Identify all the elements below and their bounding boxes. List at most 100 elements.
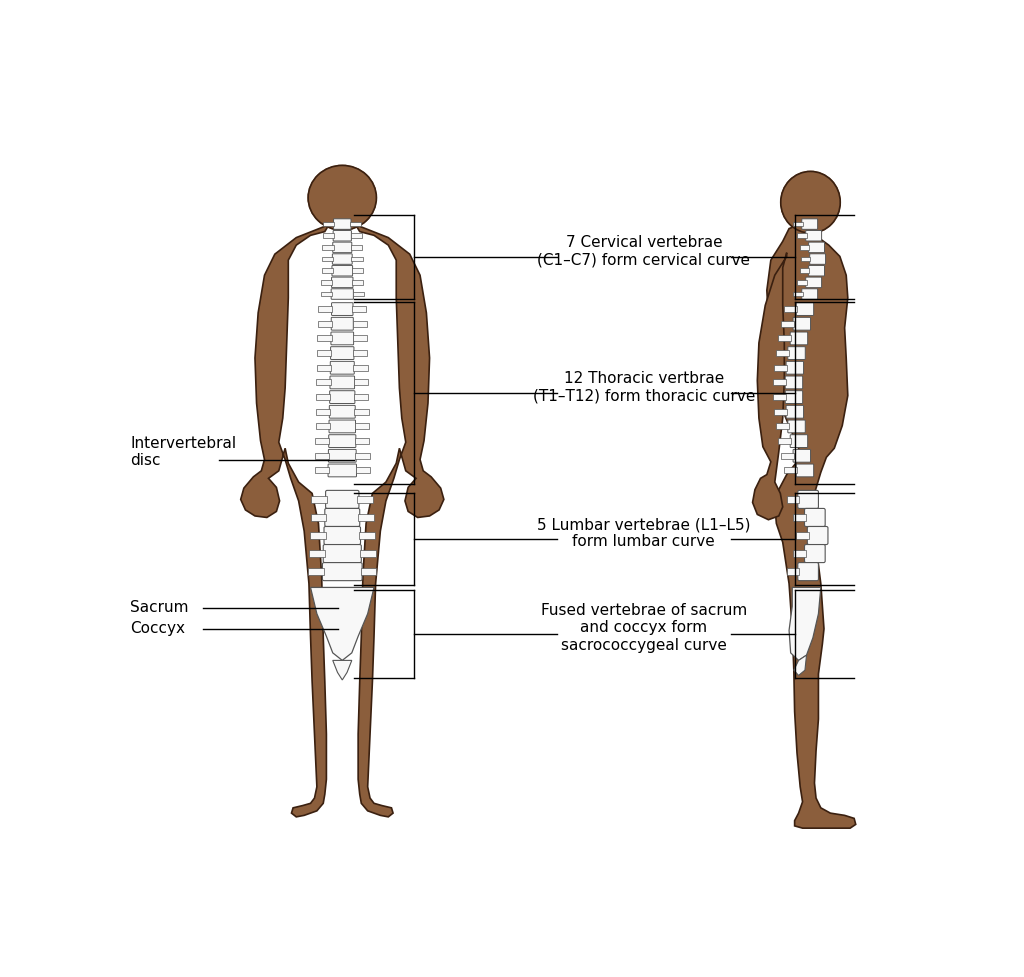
Bar: [324, 222, 334, 227]
FancyBboxPatch shape: [331, 289, 353, 299]
FancyBboxPatch shape: [787, 420, 805, 433]
FancyBboxPatch shape: [326, 490, 359, 508]
Bar: [353, 379, 368, 386]
Bar: [309, 531, 326, 539]
Bar: [316, 364, 331, 370]
Bar: [352, 306, 367, 312]
Bar: [776, 350, 788, 356]
Polygon shape: [333, 660, 352, 680]
Bar: [778, 335, 791, 341]
FancyBboxPatch shape: [785, 391, 803, 404]
FancyBboxPatch shape: [323, 563, 362, 580]
FancyBboxPatch shape: [332, 303, 353, 316]
Text: Sacrum: Sacrum: [130, 600, 188, 616]
FancyBboxPatch shape: [334, 219, 351, 230]
Bar: [353, 364, 368, 370]
Bar: [323, 234, 334, 238]
Bar: [322, 269, 333, 273]
FancyBboxPatch shape: [786, 361, 804, 374]
Bar: [794, 550, 806, 557]
Bar: [784, 467, 797, 474]
FancyBboxPatch shape: [805, 544, 825, 563]
FancyBboxPatch shape: [793, 449, 811, 462]
Ellipse shape: [780, 171, 841, 234]
FancyBboxPatch shape: [330, 405, 355, 418]
Bar: [354, 423, 369, 430]
FancyBboxPatch shape: [809, 242, 824, 253]
FancyBboxPatch shape: [806, 231, 821, 241]
FancyBboxPatch shape: [798, 563, 818, 580]
FancyBboxPatch shape: [331, 347, 354, 360]
FancyBboxPatch shape: [332, 266, 352, 276]
Bar: [352, 269, 362, 273]
PathPatch shape: [753, 253, 786, 520]
Bar: [793, 292, 803, 296]
Bar: [774, 364, 786, 370]
Bar: [317, 350, 332, 356]
Bar: [323, 245, 334, 250]
Bar: [353, 335, 368, 341]
Bar: [310, 514, 327, 521]
FancyBboxPatch shape: [809, 266, 824, 276]
Bar: [321, 292, 332, 296]
Bar: [355, 467, 370, 474]
Circle shape: [308, 165, 377, 230]
Bar: [351, 257, 362, 261]
FancyBboxPatch shape: [791, 435, 808, 447]
PathPatch shape: [767, 221, 856, 828]
FancyBboxPatch shape: [810, 254, 825, 265]
FancyBboxPatch shape: [331, 332, 353, 345]
Bar: [358, 514, 374, 521]
Bar: [322, 257, 333, 261]
FancyBboxPatch shape: [797, 464, 814, 477]
Bar: [355, 438, 370, 445]
FancyBboxPatch shape: [787, 347, 805, 360]
FancyBboxPatch shape: [331, 318, 353, 330]
Bar: [784, 306, 797, 312]
Bar: [773, 379, 786, 386]
FancyBboxPatch shape: [329, 449, 356, 462]
Bar: [773, 394, 786, 401]
FancyBboxPatch shape: [791, 332, 808, 345]
Bar: [316, 394, 331, 401]
Text: Intervertebral
disc: Intervertebral disc: [130, 436, 237, 468]
Bar: [781, 452, 794, 459]
Bar: [350, 222, 361, 227]
FancyBboxPatch shape: [785, 376, 803, 389]
Bar: [786, 568, 800, 575]
Bar: [315, 408, 330, 415]
Polygon shape: [790, 587, 821, 660]
PathPatch shape: [241, 227, 443, 817]
Bar: [797, 234, 807, 238]
Bar: [774, 408, 786, 415]
FancyBboxPatch shape: [798, 490, 818, 508]
Bar: [797, 531, 809, 539]
FancyBboxPatch shape: [330, 391, 355, 404]
Bar: [359, 531, 375, 539]
Polygon shape: [794, 656, 807, 675]
FancyBboxPatch shape: [329, 420, 355, 433]
Bar: [354, 408, 369, 415]
FancyBboxPatch shape: [328, 464, 356, 477]
Bar: [315, 423, 330, 430]
FancyBboxPatch shape: [324, 544, 361, 563]
Bar: [352, 280, 364, 284]
Bar: [778, 438, 791, 445]
FancyBboxPatch shape: [332, 277, 353, 287]
Bar: [322, 280, 333, 284]
Bar: [357, 495, 373, 503]
Bar: [797, 280, 807, 284]
Bar: [359, 550, 376, 557]
FancyBboxPatch shape: [329, 435, 356, 447]
FancyBboxPatch shape: [797, 303, 814, 316]
Bar: [786, 495, 800, 503]
Text: Fused vertebrae of sacrum
and coccyx form
sacrococcygeal curve: Fused vertebrae of sacrum and coccyx for…: [541, 603, 746, 653]
Bar: [351, 245, 362, 250]
Bar: [354, 394, 369, 401]
Bar: [793, 222, 803, 227]
Bar: [352, 320, 367, 326]
Bar: [315, 452, 329, 459]
Text: Coccyx: Coccyx: [130, 621, 185, 636]
FancyBboxPatch shape: [324, 527, 360, 544]
Bar: [801, 257, 811, 261]
